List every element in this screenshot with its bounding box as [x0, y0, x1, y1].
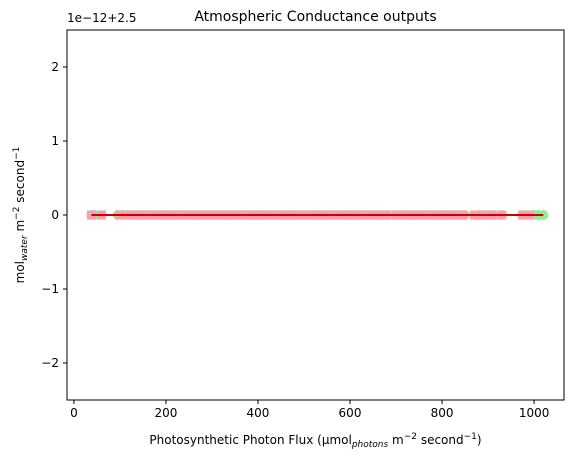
y-axis-label: molwater m−2 second−1: [12, 147, 30, 284]
axis-ticks: 0 200 400 600 800 1000 2 1 0 −1 −2: [41, 60, 549, 420]
y-tick-label: 0: [51, 208, 59, 222]
y-tick-label: −2: [41, 356, 59, 370]
x-tick-label: 1000: [519, 406, 550, 420]
x-tick-label: 0: [70, 406, 78, 420]
chart-title: Atmospheric Conductance outputs: [194, 9, 436, 25]
y-tick-label: 2: [51, 60, 59, 74]
x-axis-label: Photosynthetic Photon Flux (µmolphotons …: [149, 432, 481, 450]
chart-markers: [86, 210, 549, 220]
x-tick-label: 400: [247, 406, 270, 420]
x-tick-label: 600: [339, 406, 362, 420]
y-tick-label: 1: [51, 134, 59, 148]
y-tick-label: −1: [41, 282, 59, 296]
x-tick-label: 800: [431, 406, 454, 420]
x-tick-label: 200: [154, 406, 177, 420]
y-offset-label: 1e−12+2.5: [67, 11, 136, 25]
